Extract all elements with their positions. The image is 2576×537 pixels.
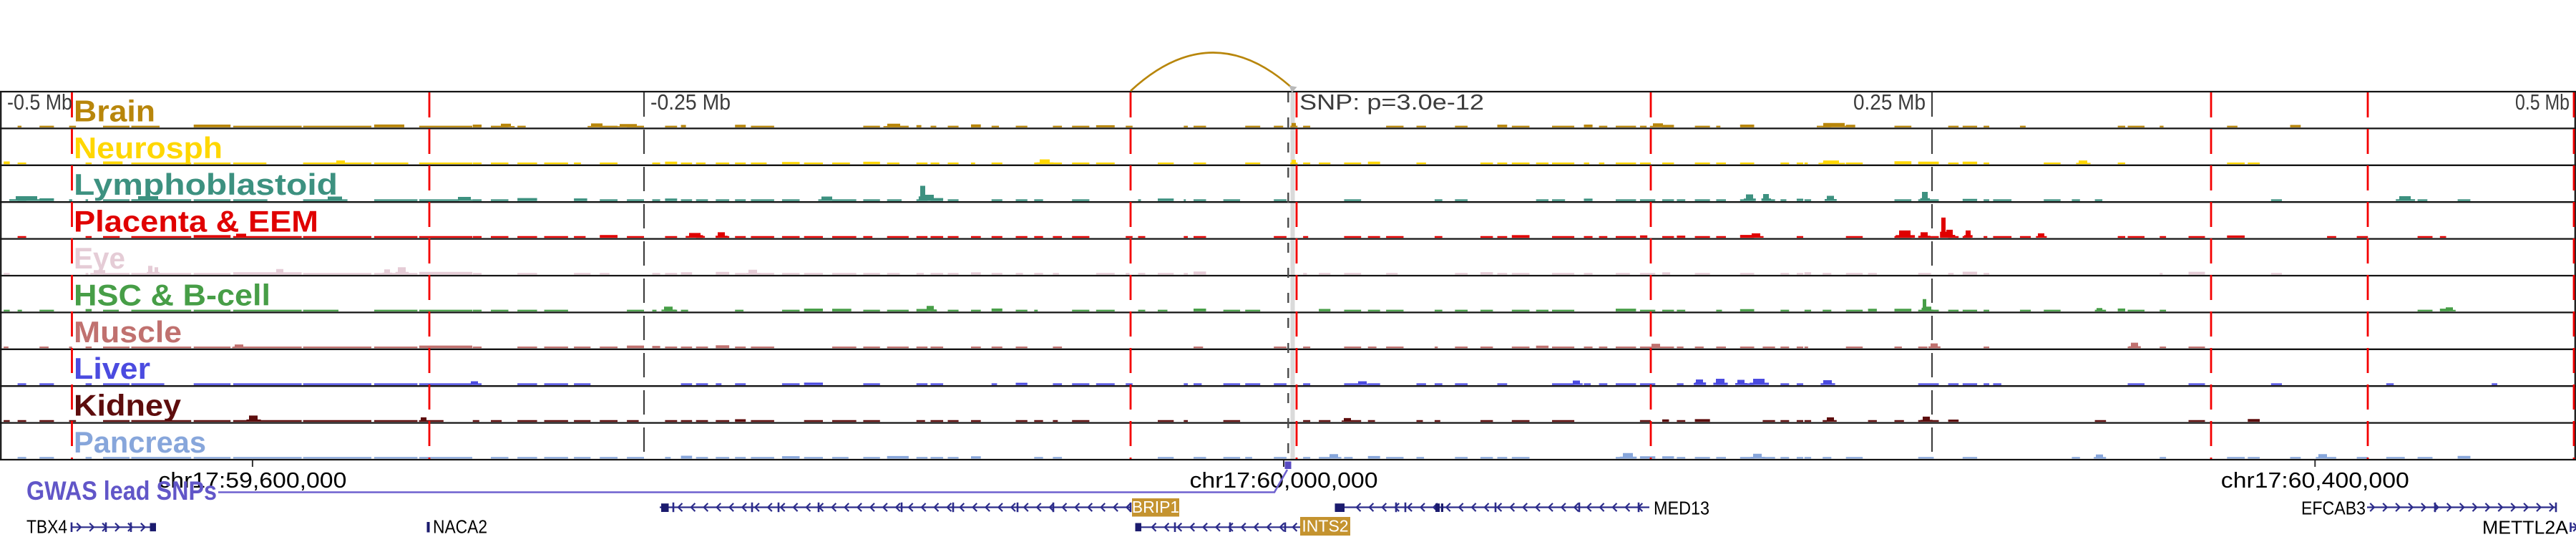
- svg-text:Eye: Eye: [74, 241, 125, 275]
- svg-text:BRIP1: BRIP1: [1132, 498, 1179, 516]
- svg-text:Lymphoblastoid: Lymphoblastoid: [74, 168, 338, 201]
- svg-text:HSC & B-cell: HSC & B-cell: [74, 278, 270, 311]
- svg-text:-0.25 Mb: -0.25 Mb: [650, 90, 731, 115]
- svg-text:METTL2A: METTL2A: [2482, 517, 2569, 537]
- svg-text:chr17:60,000,000: chr17:60,000,000: [1190, 468, 1378, 493]
- svg-text:TBX4: TBX4: [26, 516, 67, 537]
- svg-text:chr17:59,600,000: chr17:59,600,000: [158, 468, 346, 493]
- svg-text:SNP: p=3.0e-12: SNP: p=3.0e-12: [1299, 90, 1484, 115]
- svg-text:NACA2: NACA2: [433, 516, 487, 537]
- svg-text:EFCAB3: EFCAB3: [2301, 498, 2366, 519]
- svg-text:Muscle: Muscle: [74, 315, 182, 349]
- svg-text:MED13: MED13: [1654, 498, 1709, 519]
- svg-text:Pancreas: Pancreas: [74, 425, 206, 459]
- svg-text:0.5 Mb: 0.5 Mb: [2515, 90, 2570, 115]
- svg-text:chr17:60,400,000: chr17:60,400,000: [2221, 468, 2409, 493]
- svg-text:0.25 Mb: 0.25 Mb: [1853, 90, 1926, 115]
- svg-text:INTS2: INTS2: [1302, 517, 1348, 536]
- svg-text:GWAS lead SNPs: GWAS lead SNPs: [26, 476, 217, 505]
- svg-text:Liver: Liver: [74, 352, 150, 385]
- svg-text:Neurosph: Neurosph: [74, 131, 223, 165]
- svg-text:Brain: Brain: [74, 94, 155, 127]
- svg-text:Placenta & EEM: Placenta & EEM: [74, 205, 318, 238]
- svg-text:Kidney: Kidney: [74, 389, 182, 422]
- svg-text:-0.5 Mb: -0.5 Mb: [7, 90, 72, 115]
